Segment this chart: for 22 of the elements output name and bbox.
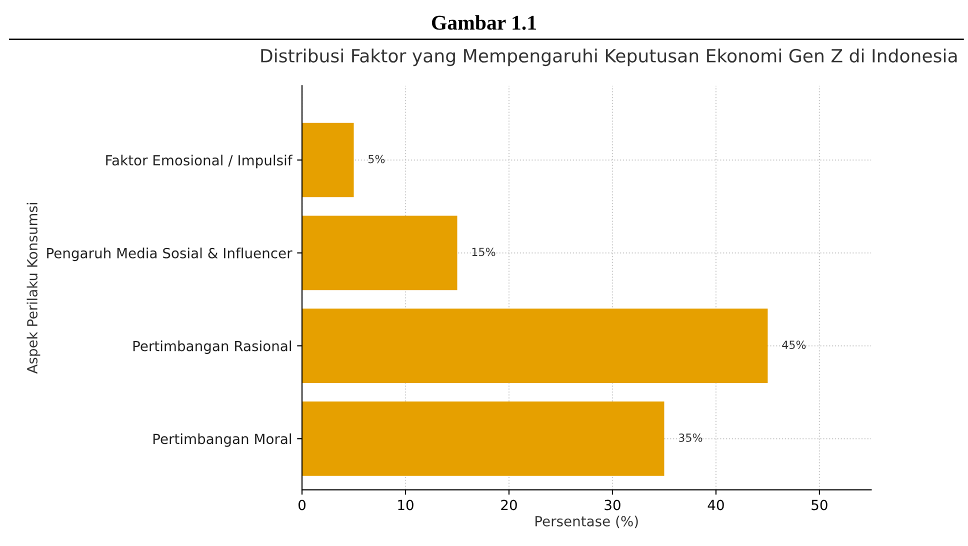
data-label: 15% bbox=[472, 248, 496, 256]
bar bbox=[302, 402, 664, 476]
x-tick-label: 0 bbox=[298, 500, 306, 510]
data-label: 35% bbox=[678, 433, 702, 442]
x-tick-label: 30 bbox=[604, 500, 620, 510]
text: Gambar 1.1 bbox=[432, 15, 536, 30]
y-tick-label: Faktor Emosional / Impulsif bbox=[106, 154, 293, 168]
x-axis-title: Persentase (%) bbox=[536, 516, 638, 528]
y-axis-title: Aspek Perilaku Konsumsi bbox=[26, 202, 40, 374]
y-tick-label: Pertimbangan Rasional bbox=[133, 340, 291, 354]
bar bbox=[302, 308, 768, 383]
chart-title: Distribusi Faktor yang Mempengaruhi Keputusan Ekonomi Gen Z di Indonesia bbox=[261, 48, 957, 66]
x-tick-label: 50 bbox=[812, 500, 828, 510]
x-tick-label: 10 bbox=[398, 500, 414, 510]
bar bbox=[302, 122, 354, 198]
x-tick-label: 40 bbox=[708, 500, 724, 510]
x-tick-label: 20 bbox=[501, 500, 517, 510]
data-label: 5% bbox=[368, 154, 385, 164]
data-label: 45% bbox=[782, 340, 806, 350]
y-tick-label: Pengaruh Media Sosial & Influencer bbox=[47, 248, 292, 262]
y-tick-label: Pertimbangan Moral bbox=[153, 433, 291, 447]
bar bbox=[302, 216, 458, 290]
